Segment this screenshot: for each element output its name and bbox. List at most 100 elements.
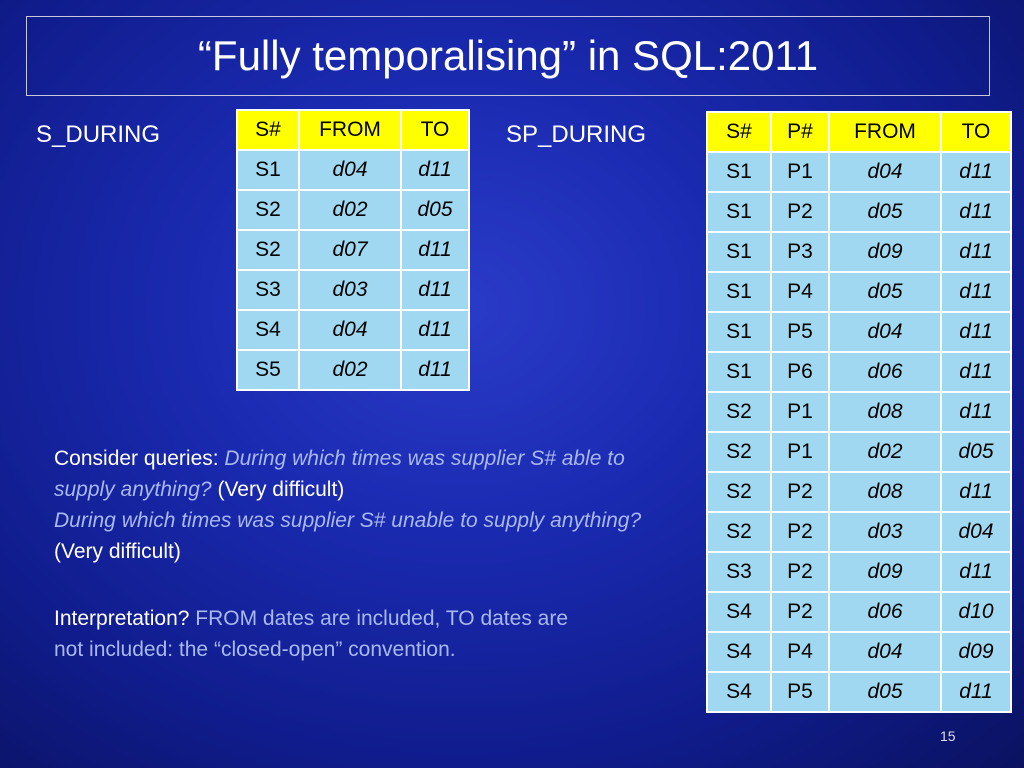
table-row: S1 P6 d06 d11 — [706, 351, 1012, 393]
table-row: S2 d02 d05 — [236, 189, 470, 231]
table-cell: P6 — [770, 351, 830, 393]
table-cell: S3 — [706, 551, 772, 593]
table-cell: d09 — [828, 551, 942, 593]
table-cell: d06 — [828, 351, 942, 393]
interpretation-lead: Interpretation? — [54, 607, 196, 630]
table-cell: d11 — [940, 551, 1012, 593]
table-cell: S4 — [706, 671, 772, 713]
table-cell: d06 — [828, 591, 942, 633]
query-1: During which times was supplier S# able … — [54, 447, 625, 501]
column-header: S# — [236, 109, 300, 151]
column-header: P# — [770, 111, 830, 153]
s-during-label: S_DURING — [36, 121, 161, 148]
table-row: S1 P4 d05 d11 — [706, 271, 1012, 313]
table-cell: P2 — [770, 591, 830, 633]
table-cell: P1 — [770, 391, 830, 433]
table-cell: S2 — [706, 431, 772, 473]
table-cell: P2 — [770, 471, 830, 513]
table-cell: d11 — [400, 149, 470, 191]
table-cell: d04 — [828, 631, 942, 673]
table-cell: d05 — [940, 431, 1012, 473]
page-number: 15 — [940, 728, 956, 744]
query-1-note: (Very difficult) — [211, 478, 345, 501]
table-cell: S1 — [706, 231, 772, 273]
table-cell: S2 — [706, 391, 772, 433]
column-header: FROM — [298, 109, 402, 151]
table-cell: d11 — [400, 309, 470, 351]
table-cell: S2 — [706, 471, 772, 513]
column-header: TO — [400, 109, 470, 151]
table-row: S2 P2 d03 d04 — [706, 511, 1012, 553]
table-cell: d11 — [940, 151, 1012, 193]
table-cell: d08 — [828, 471, 942, 513]
sp-during-label: SP_DURING — [506, 121, 647, 148]
table-row: S2 P1 d08 d11 — [706, 391, 1012, 433]
query-2-note: (Very difficult) — [54, 540, 181, 563]
table-row: S1 P1 d04 d11 — [706, 151, 1012, 193]
table-row: S5 d02 d11 — [236, 349, 470, 391]
s-during-table: S# FROM TO S1 d04 d11 S2 d02 d05 S2 d07 d11 S3 d03… — [236, 109, 470, 391]
sp-during-table: S# P# FROM TO S1 P1 d04 d11 S1 P2 d05 d11 S1 P3 d0… — [706, 111, 1012, 713]
table-cell: d04 — [298, 149, 402, 191]
table-cell: d11 — [940, 471, 1012, 513]
table-cell: S3 — [236, 269, 300, 311]
table-cell: d04 — [828, 151, 942, 193]
table-cell: P4 — [770, 271, 830, 313]
interpretation-paragraph: Interpretation? FROM dates are included,… — [54, 603, 594, 665]
interpretation-text: FROM dates are included, TO dates are no… — [54, 607, 569, 661]
table-cell: d02 — [298, 349, 402, 391]
table-cell: S1 — [706, 271, 772, 313]
table-row: S4 P2 d06 d10 — [706, 591, 1012, 633]
table-cell: d05 — [828, 191, 942, 233]
table-header-row: S# P# FROM TO — [706, 111, 1012, 153]
table-cell: d10 — [940, 591, 1012, 633]
table-cell: d11 — [940, 311, 1012, 353]
table-row: S4 d04 d11 — [236, 309, 470, 351]
table-cell: S2 — [236, 189, 300, 231]
table-cell: d04 — [940, 511, 1012, 553]
table-cell: d02 — [298, 189, 402, 231]
table-cell: P3 — [770, 231, 830, 273]
table-cell: d04 — [828, 311, 942, 353]
table-cell: d05 — [828, 671, 942, 713]
table-cell: S4 — [236, 309, 300, 351]
table-cell: d11 — [940, 671, 1012, 713]
table-cell: P2 — [770, 191, 830, 233]
table-row: S1 P2 d05 d11 — [706, 191, 1012, 233]
table-cell: d11 — [940, 351, 1012, 393]
queries-paragraph: Consider queries: During which times was… — [54, 443, 654, 567]
table-cell: P5 — [770, 671, 830, 713]
table-cell: S2 — [706, 511, 772, 553]
table-row: S4 P5 d05 d11 — [706, 671, 1012, 713]
table-row: S3 d03 d11 — [236, 269, 470, 311]
table-cell: d05 — [828, 271, 942, 313]
table-row: S2 d07 d11 — [236, 229, 470, 271]
table-cell: S1 — [706, 151, 772, 193]
table-cell: S4 — [706, 591, 772, 633]
table-cell: P4 — [770, 631, 830, 673]
table-cell: d07 — [298, 229, 402, 271]
table-cell: d11 — [940, 231, 1012, 273]
title-box: “Fully temporalising” in SQL:2011 — [26, 16, 990, 96]
table-row: S1 P5 d04 d11 — [706, 311, 1012, 353]
query-2: During which times was supplier S# unabl… — [54, 509, 642, 532]
table-cell: d11 — [400, 349, 470, 391]
table-cell: d11 — [940, 391, 1012, 433]
table-cell: d09 — [828, 231, 942, 273]
table-row: S1 P3 d09 d11 — [706, 231, 1012, 273]
table-cell: S2 — [236, 229, 300, 271]
table-cell: d09 — [940, 631, 1012, 673]
table-cell: S1 — [236, 149, 300, 191]
table-cell: P1 — [770, 151, 830, 193]
table-cell: S4 — [706, 631, 772, 673]
table-cell: d11 — [940, 191, 1012, 233]
table-cell: P5 — [770, 311, 830, 353]
table-cell: P2 — [770, 511, 830, 553]
table-cell: S1 — [706, 351, 772, 393]
table-row: S3 P2 d09 d11 — [706, 551, 1012, 593]
slide-title: “Fully temporalising” in SQL:2011 — [197, 32, 819, 79]
table-row: S4 P4 d04 d09 — [706, 631, 1012, 673]
table-cell: S1 — [706, 191, 772, 233]
table-cell: P2 — [770, 551, 830, 593]
table-cell: P1 — [770, 431, 830, 473]
